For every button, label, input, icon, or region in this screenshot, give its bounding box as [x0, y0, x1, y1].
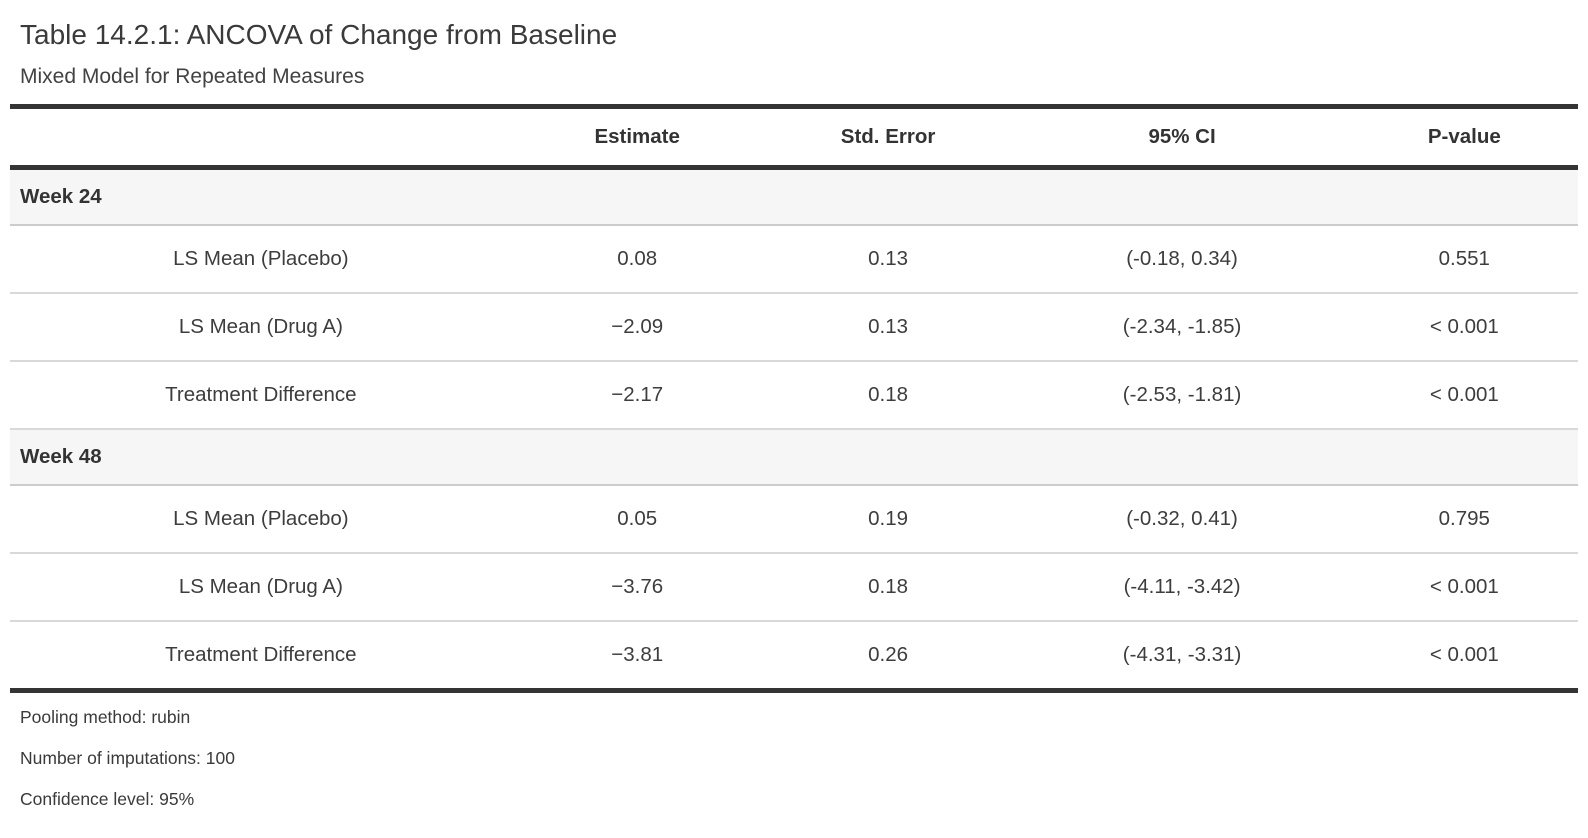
cell-estimate: 0.05	[511, 485, 763, 554]
table-row: LS Mean (Drug A) −3.76 0.18 (-4.11, -3.4…	[10, 553, 1578, 622]
table-row: LS Mean (Drug A) −2.09 0.13 (-2.34, -1.8…	[10, 293, 1578, 362]
column-header-estimate: Estimate	[511, 106, 763, 170]
ancova-results-table: Estimate Std. Error 95% CI P-value Week …	[10, 104, 1578, 693]
cell-estimate: 0.08	[511, 225, 763, 294]
footnotes-block: Pooling method: rubin Number of imputati…	[10, 693, 1578, 810]
cell-std-error: 0.18	[762, 361, 1014, 430]
title-block: Table 14.2.1: ANCOVA of Change from Base…	[10, 0, 1578, 92]
cell-p-value: < 0.001	[1350, 553, 1578, 622]
table-row: LS Mean (Placebo) 0.08 0.13 (-0.18, 0.34…	[10, 225, 1578, 294]
cell-row-label: LS Mean (Drug A)	[10, 293, 512, 362]
table-row: Treatment Difference −3.81 0.26 (-4.31, …	[10, 621, 1578, 693]
cell-row-label: LS Mean (Drug A)	[10, 553, 512, 622]
footnote-imputations: Number of imputations: 100	[20, 748, 235, 768]
cell-ci: (-4.11, -3.42)	[1013, 553, 1351, 622]
table-header: Estimate Std. Error 95% CI P-value	[10, 106, 1578, 170]
cell-estimate: −2.17	[511, 361, 763, 430]
cell-estimate: −3.76	[511, 553, 763, 622]
cell-p-value: < 0.001	[1350, 621, 1578, 693]
cell-estimate: −2.09	[511, 293, 763, 362]
cell-estimate: −3.81	[511, 621, 763, 693]
cell-ci: (-4.31, -3.31)	[1013, 621, 1351, 693]
footnote-confidence-level: Confidence level: 95%	[20, 789, 195, 809]
cell-row-label: LS Mean (Placebo)	[10, 485, 512, 554]
group-label: Week 24	[10, 167, 1578, 226]
column-header-label	[10, 106, 512, 170]
cell-row-label: Treatment Difference	[10, 361, 512, 430]
cell-std-error: 0.18	[762, 553, 1014, 622]
cell-std-error: 0.13	[762, 225, 1014, 294]
cell-row-label: Treatment Difference	[10, 621, 512, 693]
cell-std-error: 0.19	[762, 485, 1014, 554]
group-label: Week 48	[10, 429, 1578, 486]
cell-ci: (-2.53, -1.81)	[1013, 361, 1351, 430]
page-subtitle: Mixed Model for Repeated Measures	[20, 65, 365, 88]
group-row-week-48: Week 48	[10, 429, 1578, 486]
column-header-std-error: Std. Error	[762, 106, 1014, 170]
table-row: Treatment Difference −2.17 0.18 (-2.53, …	[10, 361, 1578, 430]
header-row: Estimate Std. Error 95% CI P-value	[10, 106, 1578, 170]
page-title: Table 14.2.1: ANCOVA of Change from Base…	[20, 19, 618, 50]
cell-std-error: 0.26	[762, 621, 1014, 693]
cell-p-value: < 0.001	[1350, 361, 1578, 430]
table-row: LS Mean (Placebo) 0.05 0.19 (-0.32, 0.41…	[10, 485, 1578, 554]
cell-p-value: 0.551	[1350, 225, 1578, 294]
footnote-pooling-method: Pooling method: rubin	[20, 707, 191, 727]
cell-p-value: 0.795	[1350, 485, 1578, 554]
cell-std-error: 0.13	[762, 293, 1014, 362]
cell-ci: (-2.34, -1.85)	[1013, 293, 1351, 362]
column-header-p-value: P-value	[1350, 106, 1578, 170]
column-header-ci: 95% CI	[1013, 106, 1351, 170]
cell-row-label: LS Mean (Placebo)	[10, 225, 512, 294]
cell-ci: (-0.32, 0.41)	[1013, 485, 1351, 554]
cell-p-value: < 0.001	[1350, 293, 1578, 362]
cell-ci: (-0.18, 0.34)	[1013, 225, 1351, 294]
group-row-week-24: Week 24	[10, 167, 1578, 226]
